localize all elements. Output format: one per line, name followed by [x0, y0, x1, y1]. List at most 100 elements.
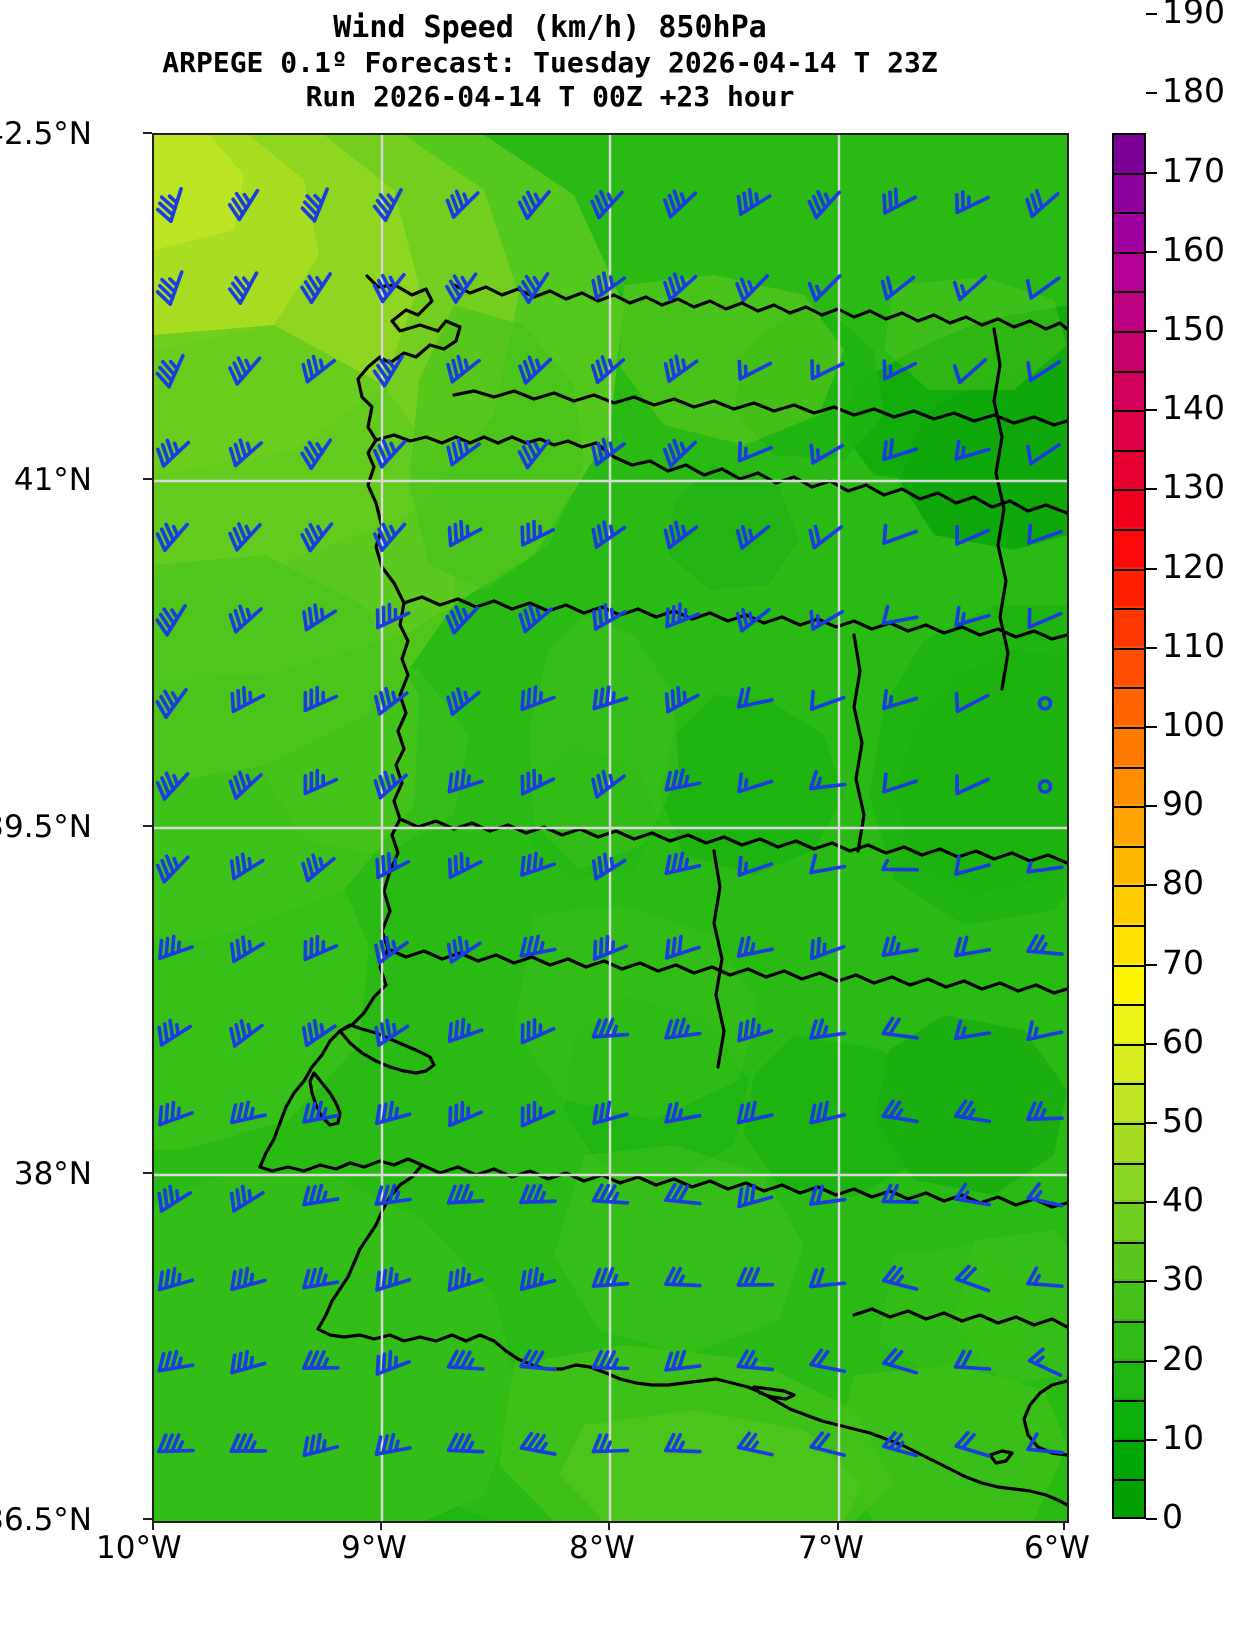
- wind-barb-icon: [155, 353, 185, 389]
- wind-barb-icon: [882, 187, 918, 215]
- wind-barb-icon: [518, 604, 553, 634]
- wind-barb-icon: [809, 936, 846, 961]
- colorbar-minor-tick: [1112, 1083, 1146, 1086]
- wind-barb-icon: [517, 190, 551, 220]
- wind-barb-icon: [520, 685, 556, 712]
- colorbar-tick: [1146, 1122, 1157, 1124]
- colorbar-minor-tick: [1112, 766, 1146, 769]
- wind-barb-icon: [375, 852, 411, 880]
- wind-barb-icon: [157, 1018, 193, 1047]
- wind-barb-icon: [155, 522, 189, 552]
- wind-barb-icon: [953, 1349, 992, 1371]
- wind-barb-icon: [807, 274, 842, 302]
- wind-barb-icon: [374, 1018, 410, 1047]
- wind-barb-icon: [664, 1349, 702, 1372]
- wind-barb-icon: [664, 686, 700, 714]
- colorbar-segment: [1114, 170, 1144, 211]
- wind-barb-icon: [591, 852, 627, 881]
- colorbar-tick: [1146, 409, 1157, 412]
- wind-barb-icon: [808, 524, 844, 550]
- colorbar-tick: [1146, 567, 1157, 570]
- wind-barb-icon: [519, 934, 557, 958]
- wind-barb-icon: [519, 1431, 557, 1456]
- colorbar-segment: [1114, 645, 1144, 686]
- wind-barb-icon: [736, 1431, 774, 1457]
- colorbar-tick: [1146, 1280, 1157, 1283]
- colorbar-segment: [1114, 1239, 1144, 1280]
- colorbar-segment: [1114, 209, 1144, 250]
- colorbar[interactable]: [1112, 133, 1146, 1519]
- wind-barb-icon: [301, 853, 336, 883]
- wind-barb-icon: [227, 188, 260, 222]
- wind-barb-icon: [736, 1349, 775, 1372]
- wind-barb-icon: [520, 1101, 556, 1128]
- map-plot-area[interactable]: [152, 133, 1069, 1523]
- wind-barb-icon: [591, 271, 627, 300]
- wind-barb-icon: [1026, 934, 1064, 956]
- wind-barb-icon: [736, 1100, 774, 1125]
- wind-barb-icon: [737, 855, 774, 877]
- wind-barb-icon: [372, 272, 406, 304]
- colorbar-tick-label: 40: [1162, 1180, 1204, 1220]
- wind-barb-icon: [1026, 1432, 1064, 1455]
- colorbar-tick: [1146, 13, 1157, 16]
- colorbar-segment: [1114, 486, 1144, 527]
- wind-barb-icon: [809, 1348, 847, 1374]
- colorbar-segment: [1114, 724, 1144, 765]
- wind-barb-icon: [809, 1267, 847, 1289]
- wind-barb-icon: [591, 437, 626, 467]
- colorbar-segment: [1114, 803, 1144, 844]
- y-axis-label-38: 38°N: [13, 1156, 92, 1192]
- colorbar-minor-tick: [1112, 1479, 1146, 1482]
- wind-barb-icon: [664, 1183, 702, 1206]
- colorbar-segment: [1114, 1001, 1144, 1042]
- wind-barb-icon: [737, 359, 773, 381]
- wind-barb-icon: [736, 607, 771, 633]
- wind-barb-icon: [519, 1266, 557, 1291]
- wind-barb-icon: [156, 438, 191, 468]
- colorbar-segment: [1114, 1160, 1144, 1201]
- wind-barb-icon: [881, 1183, 919, 1204]
- colorbar-tick: [1146, 963, 1157, 966]
- wind-barb-icon: [446, 354, 481, 384]
- colorbar-tick-label: 0: [1162, 1497, 1183, 1536]
- wind-barb-icon: [809, 1431, 847, 1457]
- wind-barb-icon: [155, 270, 184, 306]
- wind-barb-icon: [809, 769, 847, 791]
- colorbar-minor-tick: [1112, 608, 1146, 611]
- wind-barb-icon: [230, 1266, 267, 1292]
- wind-barb-icon: [663, 272, 698, 302]
- x-tick-9W: [380, 1521, 382, 1530]
- wind-barb-icon: [664, 1101, 702, 1124]
- colorbar-tick-label: 170: [1162, 150, 1225, 190]
- wind-barb-icon: [664, 934, 701, 960]
- wind-barb-icon: [737, 441, 773, 463]
- colorbar-tick-label: 20: [1162, 1338, 1204, 1378]
- wind-barb-icon: [375, 602, 411, 630]
- wind-barb-icon: [229, 1184, 265, 1213]
- wind-barb-icon: [954, 439, 991, 461]
- x-axis-label-8W: 8°W: [569, 1530, 635, 1566]
- colorbar-segment: [1114, 1120, 1144, 1161]
- wind-barb-icon: [809, 1018, 847, 1040]
- wind-barb-icon: [881, 1265, 919, 1291]
- colorbar-minor-tick: [1112, 331, 1146, 333]
- colorbar-minor-tick: [1112, 925, 1146, 927]
- wind-barb-icon: [736, 935, 774, 958]
- colorbar-segment: [1114, 1318, 1144, 1359]
- wind-barb-icon: [228, 522, 262, 552]
- calm-circle-icon: [1037, 779, 1053, 794]
- wind-barb-icon: [375, 1100, 412, 1126]
- wind-barb-icon: [230, 1349, 267, 1375]
- wind-barb-icon: [158, 934, 194, 960]
- wind-barb-icon: [445, 272, 478, 304]
- wind-barb-icon: [446, 935, 482, 964]
- colorbar-tick: [1146, 646, 1157, 649]
- wind-barb-icon: [157, 1184, 193, 1213]
- wind-barb-icon: [300, 187, 329, 223]
- wind-barb-icon: [809, 1100, 847, 1125]
- wind-barb-icon: [520, 768, 556, 796]
- colorbar-tick-label: 190: [1162, 0, 1225, 32]
- wind-barb-icon: [157, 1349, 195, 1373]
- colorbar-minor-tick: [1112, 1162, 1146, 1165]
